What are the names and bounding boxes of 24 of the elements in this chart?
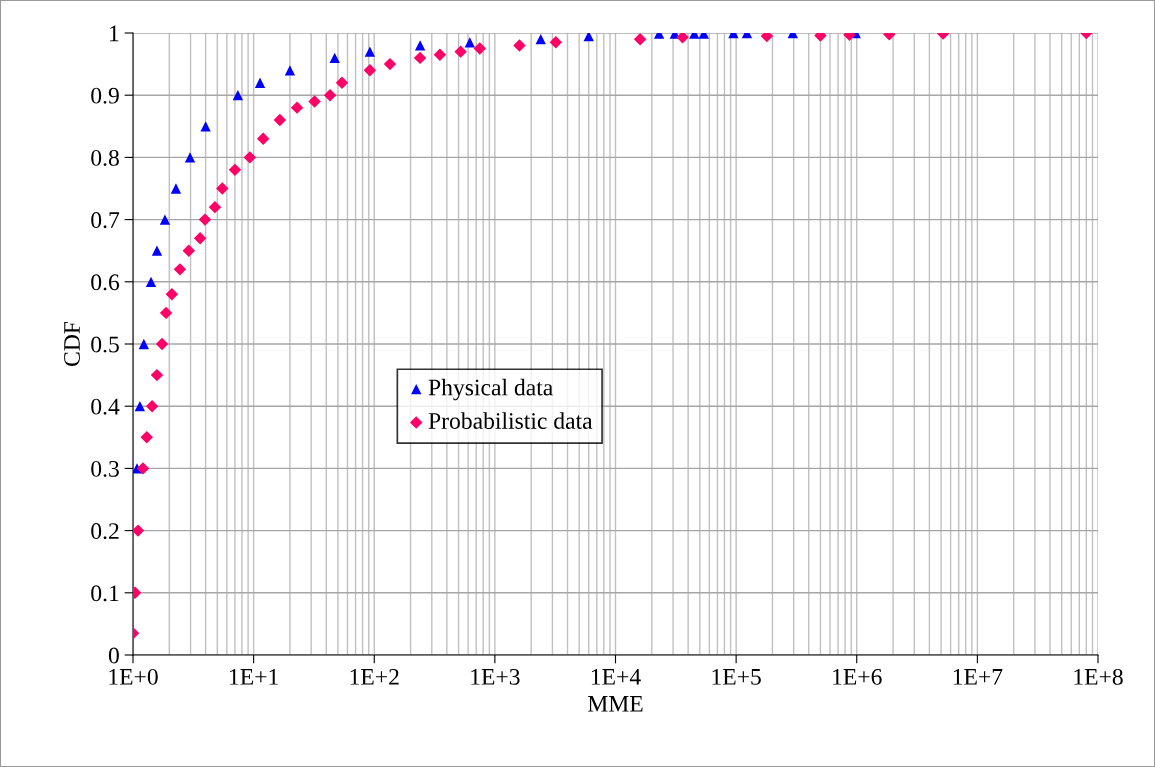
y-tick-label: 0.4 [91, 398, 120, 415]
x-tick-label: 1E+2 [350, 668, 399, 685]
x-tick-label: 1E+3 [471, 668, 520, 685]
x-tick-label: 1E+7 [953, 668, 1003, 685]
y-tick-label: 0.5 [91, 336, 119, 353]
x-axis-title: MME [587, 696, 643, 712]
x-tick-label: 1E+1 [230, 668, 278, 685]
y-tick-label: 0.7 [91, 212, 120, 229]
legend-label: Probabilistic data [428, 412, 593, 429]
y-tick-label: 0.6 [91, 274, 120, 291]
x-tick-label: 1E+6 [833, 668, 882, 685]
y-tick-label: 0 [108, 647, 119, 664]
y-axis-title: CDF [64, 321, 80, 366]
y-tick-label: 0.8 [91, 149, 119, 166]
x-tick-label: 1E+4 [591, 668, 641, 685]
x-tick-label: 1E+8 [1074, 668, 1123, 685]
x-tick-label: 1E+0 [109, 668, 158, 685]
y-tick-label: 0.1 [91, 585, 119, 602]
y-tick-label: 1 [110, 25, 119, 42]
x-tick-label: 1E+5 [712, 668, 761, 685]
y-tick-label: 0.3 [91, 460, 119, 477]
y-tick-label: 0.2 [91, 523, 119, 540]
legend-label: Physical data [428, 378, 553, 401]
y-tick-label: 0.9 [91, 87, 119, 104]
